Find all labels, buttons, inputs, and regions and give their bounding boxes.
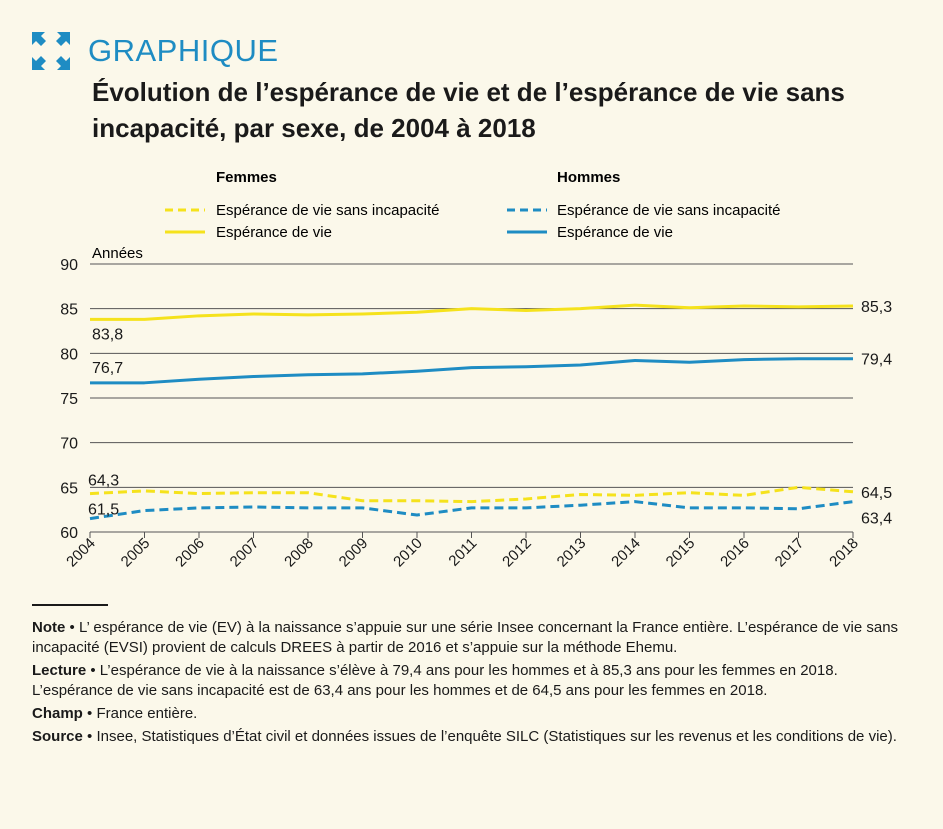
series [89, 303, 854, 521]
data-label-start: 83,8 [92, 326, 123, 343]
legend: Femmes Espérance de vie sans incapacité … [165, 169, 780, 241]
note-paragraph: Note • L’ espérance de vie (EV) à la nai… [32, 618, 912, 658]
legend-men-title: Hommes [557, 169, 620, 186]
y-tick-label: 65 [60, 480, 78, 497]
champ-bullet: • [87, 705, 93, 722]
data-label-start: 61,5 [88, 502, 119, 519]
x-tick-label: 2013 [554, 535, 590, 571]
x-tick-label: 2017 [772, 535, 808, 571]
source-text: Insee, Statistiques d’État civil et donn… [96, 728, 897, 745]
x-tick-label: 2018 [826, 535, 862, 571]
data-label-start: 76,7 [92, 360, 123, 377]
y-axis-label: Années [92, 245, 143, 262]
line-chart: Femmes Espérance de vie sans incapacité … [60, 169, 892, 570]
champ-paragraph: Champ • France entière. [32, 704, 912, 724]
x-tick-label: 2005 [118, 535, 154, 571]
legend-men-ev-label: Espérance de vie [557, 224, 673, 241]
y-tick-label: 70 [60, 436, 78, 453]
note-text: L’ espérance de vie (EV) à la naissance … [32, 619, 899, 656]
x-tick-label: 2012 [499, 535, 535, 571]
source-paragraph: Source • Insee, Statistiques d’État civi… [32, 727, 912, 747]
data-label-end: 85,3 [861, 299, 892, 316]
legend-women-title: Femmes [216, 169, 277, 186]
x-tick-label: 2006 [172, 535, 208, 571]
series-line-femmes-ev [90, 303, 854, 321]
data-labels: 64,3 64,5 83,8 85,3 61,5 63,4 76,7 79,4 [88, 299, 892, 528]
expand-icon[interactable] [30, 30, 72, 72]
notes: Note • L’ espérance de vie (EV) à la nai… [32, 604, 912, 750]
lecture-paragraph: Lecture • L’espérance de vie à la naissa… [32, 661, 912, 701]
x-tick-label: 2007 [227, 535, 263, 571]
series-line-hommes-evsi [89, 500, 854, 521]
x-tick-label: 2011 [445, 535, 480, 570]
x-tick-label: 2016 [717, 535, 753, 571]
legend-women-ev-label: Espérance de vie [216, 224, 332, 241]
legend-men-evsi-label: Espérance de vie sans incapacité [557, 202, 780, 219]
y-tick-label: 60 [60, 525, 78, 542]
data-label-end: 79,4 [861, 352, 892, 369]
header: GRAPHIQUE [30, 30, 279, 72]
series-line-hommes-ev [90, 357, 853, 385]
champ-label: Champ [32, 705, 83, 722]
x-tick-label: 2008 [281, 535, 317, 571]
x-tick-label: 2009 [336, 535, 372, 571]
data-label-start: 64,3 [88, 473, 119, 490]
x-tick-label: 2014 [608, 535, 644, 571]
legend-women-evsi-label: Espérance de vie sans incapacité [216, 202, 439, 219]
source-label: Source [32, 728, 83, 745]
y-tick-label: 80 [60, 346, 78, 363]
x-ticks: 2004 2005 2006 2007 2008 2009 2010 2011 2012 2013… [63, 532, 862, 570]
lecture-label: Lecture [32, 662, 87, 679]
note-bullet: • [69, 619, 75, 636]
series-line-femmes-evsi [89, 485, 854, 504]
lecture-bullet: • [90, 662, 96, 679]
data-label-end: 63,4 [861, 511, 892, 528]
lecture-text: L’espérance de vie à la naissance s’élèv… [32, 662, 838, 699]
chart-title: Évolution de l’espérance de vie et de l’… [92, 77, 845, 143]
grid [90, 263, 853, 533]
notes-rule [32, 604, 108, 606]
y-ticks: 60 65 70 75 80 85 90 [60, 257, 78, 542]
champ-text: France entière. [96, 705, 198, 722]
x-tick-label: 2010 [390, 535, 426, 571]
data-label-end: 64,5 [861, 485, 892, 502]
y-tick-label: 85 [60, 302, 78, 319]
chart-kicker: GRAPHIQUE [88, 33, 279, 68]
source-bullet: • [87, 728, 93, 745]
note-label: Note [32, 619, 66, 636]
y-tick-label: 75 [60, 391, 78, 408]
y-tick-label: 90 [60, 257, 78, 274]
x-tick-label: 2015 [663, 535, 699, 571]
